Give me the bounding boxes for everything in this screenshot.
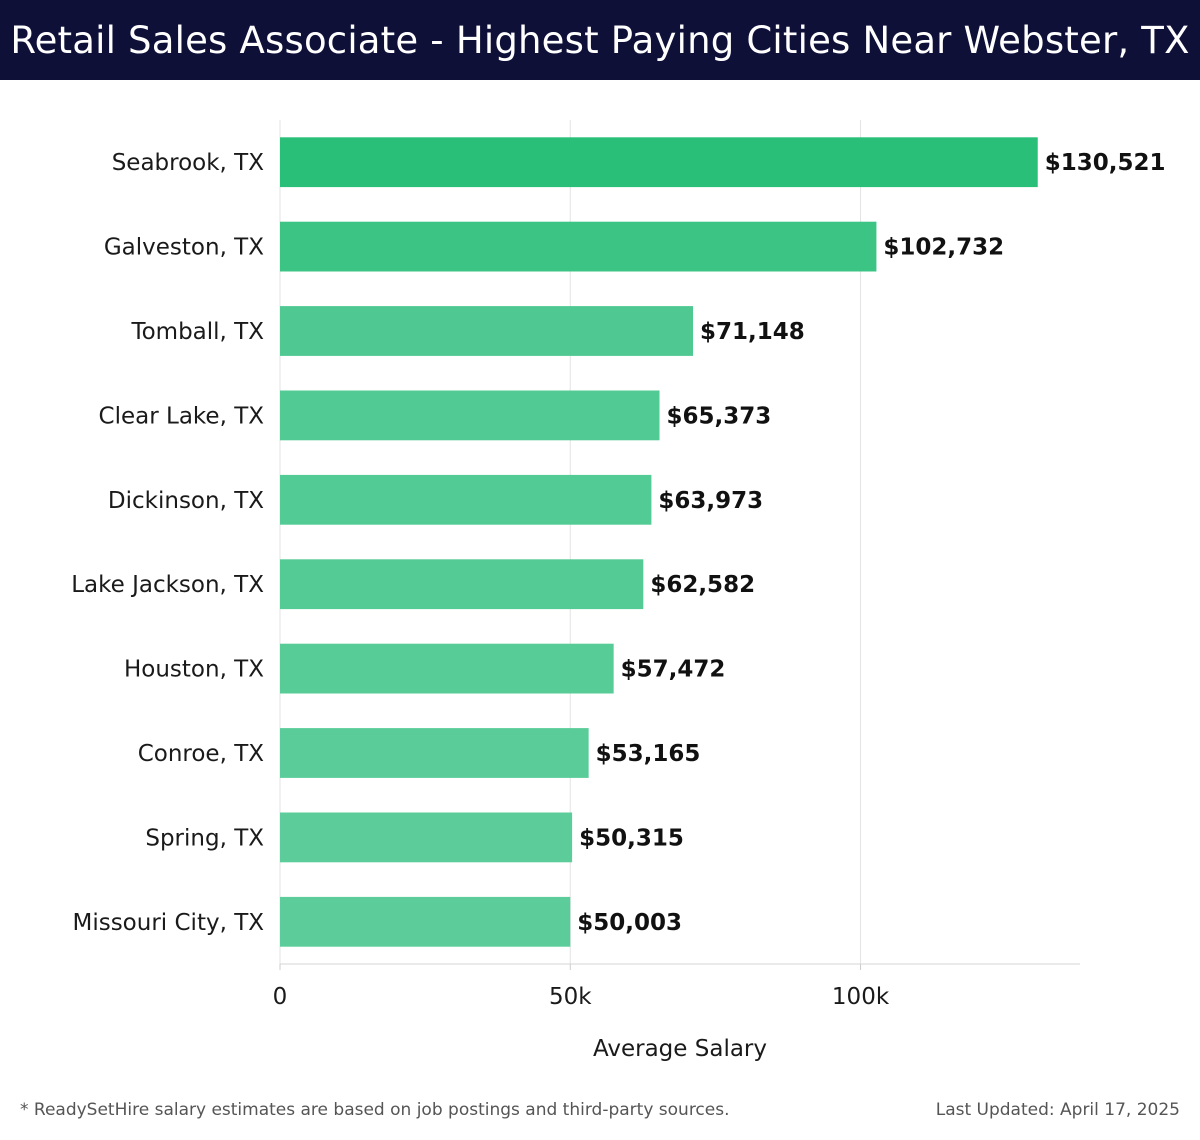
category-label: Missouri City, TX	[72, 910, 264, 936]
category-label: Houston, TX	[124, 657, 264, 683]
value-label: $65,373	[667, 403, 772, 429]
value-label: $71,148	[700, 319, 805, 345]
value-label: $53,165	[596, 741, 701, 767]
x-tick-label: 50k	[549, 984, 592, 1010]
bar	[280, 643, 614, 694]
x-axis-title: Average Salary	[593, 1036, 767, 1062]
last-updated: Last Updated: April 17, 2025	[935, 1100, 1180, 1120]
bar	[280, 221, 877, 272]
bar	[280, 390, 660, 441]
bar	[280, 137, 1038, 188]
category-label: Conroe, TX	[138, 741, 265, 767]
bar	[280, 812, 573, 863]
category-label: Seabrook, TX	[112, 150, 265, 176]
bar	[280, 306, 694, 356]
value-labels: $130,521 $102,732 $71,148 $65,373 $63,973 $62…	[577, 150, 1165, 936]
bar	[280, 559, 644, 610]
category-label: Tomball, TX	[130, 319, 264, 345]
category-label: Clear Lake, TX	[99, 403, 265, 429]
value-label: $63,973	[658, 488, 763, 514]
category-label: Dickinson, TX	[108, 488, 264, 514]
x-axis: 0 50k 100k	[273, 963, 1080, 1010]
category-label: Lake Jackson, TX	[71, 572, 264, 598]
bar	[280, 474, 652, 525]
value-label: $62,582	[650, 572, 755, 598]
value-label: $50,003	[577, 910, 682, 936]
title-bar: Retail Sales Associate - Highest Paying …	[0, 0, 1200, 80]
x-tick-label: 0	[273, 984, 288, 1010]
chart-title: Retail Sales Associate - Highest Paying …	[10, 18, 1190, 62]
footer-note: * ReadySetHire salary estimates are base…	[20, 1100, 730, 1120]
value-label: $57,472	[621, 657, 726, 683]
bar	[280, 896, 571, 947]
value-label: $102,732	[883, 235, 1004, 261]
category-label: Spring, TX	[145, 825, 264, 851]
category-labels: Seabrook, TX Galveston, TX Tomball, TX Clea…	[71, 150, 264, 936]
value-label: $50,315	[579, 825, 684, 851]
category-label: Galveston, TX	[104, 235, 264, 261]
bar-chart: Seabrook, TX Galveston, TX Tomball, TX Clea…	[71, 120, 1166, 1062]
bars	[280, 137, 1038, 947]
bar	[280, 728, 589, 778]
value-label: $130,521	[1045, 150, 1166, 176]
x-tick-label: 100k	[832, 984, 890, 1010]
